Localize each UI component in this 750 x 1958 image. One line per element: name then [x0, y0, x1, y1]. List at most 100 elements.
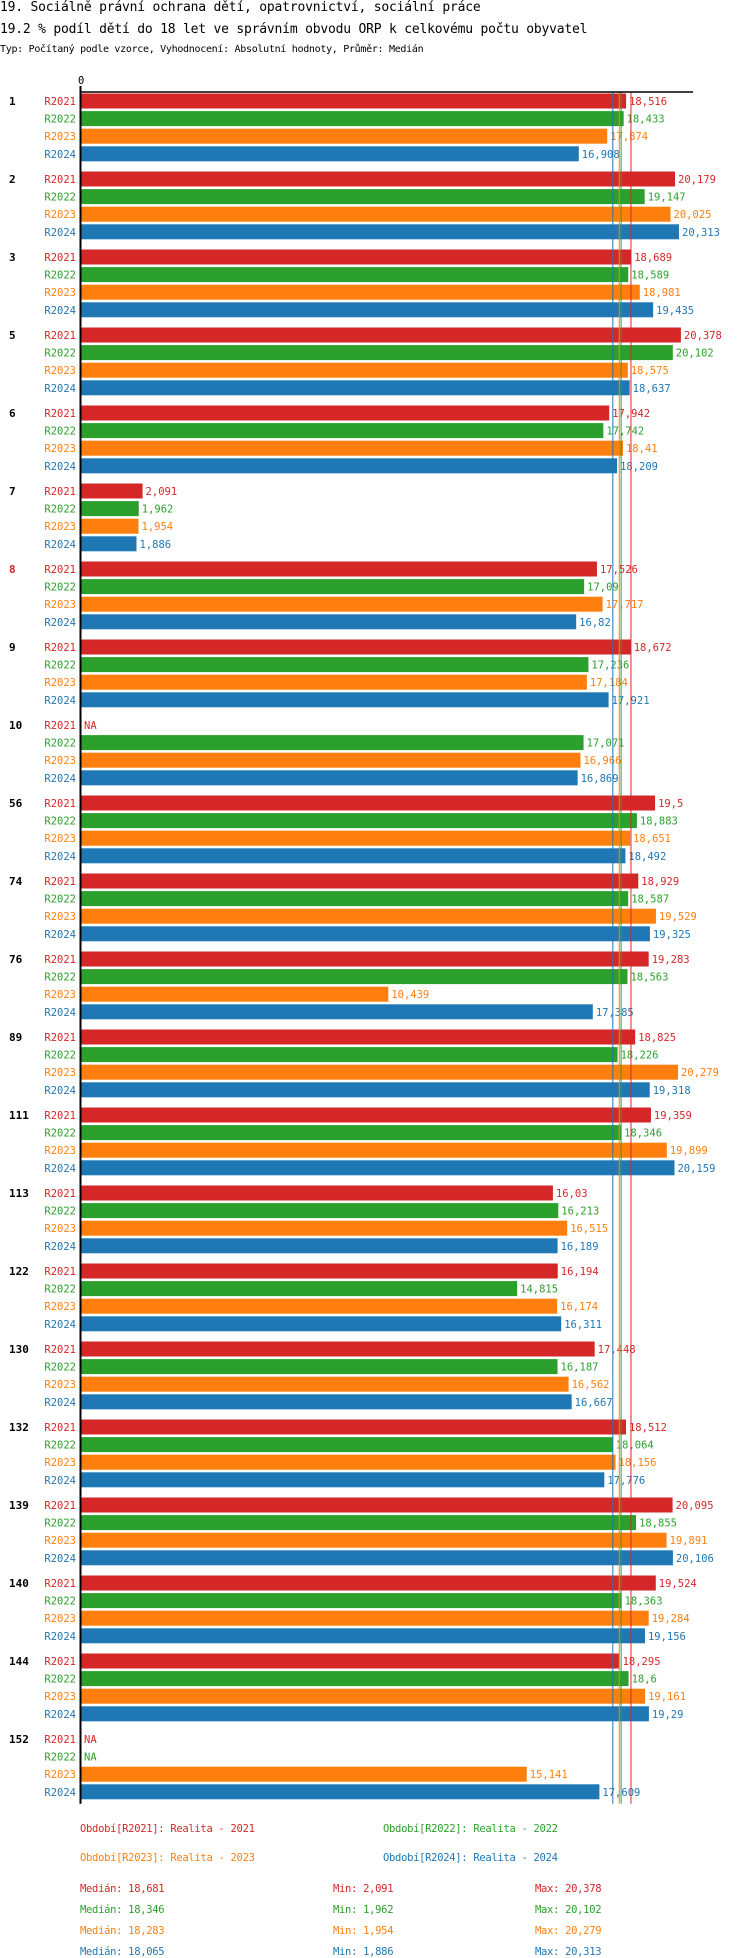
bar: [81, 1784, 600, 1800]
value-label: 18,363: [625, 1596, 663, 1608]
max-stat: Max: 20,279: [535, 1925, 602, 1937]
series-label: R2022: [44, 1050, 76, 1062]
series-label: R2024: [44, 1007, 76, 1019]
value-label: 18,575: [631, 365, 669, 377]
series-label: R2024: [44, 383, 76, 395]
series-label: R2023: [44, 1613, 76, 1625]
value-label: 18,855: [639, 1518, 677, 1530]
series-label: R2022: [44, 1284, 76, 1296]
value-label: 10,439: [391, 989, 429, 1001]
bar: [81, 249, 632, 265]
series-label: R2021: [44, 1266, 76, 1278]
value-label: 19,283: [652, 954, 690, 966]
value-label: 18,651: [633, 833, 671, 845]
value-label: 18,929: [641, 876, 679, 888]
value-label: 1,954: [142, 521, 174, 533]
bar: [81, 1316, 562, 1332]
bar: [81, 1454, 616, 1470]
min-stat: Min: 1,962: [333, 1904, 394, 1916]
bar: [81, 302, 654, 318]
bar: [81, 848, 626, 864]
value-label: 15,141: [530, 1769, 568, 1781]
bar: [81, 1653, 620, 1669]
group-label: 8: [9, 563, 16, 576]
bar: [81, 458, 618, 474]
value-label: 18,637: [633, 383, 671, 395]
na-label: NA: [84, 1752, 97, 1764]
bar: [81, 873, 639, 889]
value-label: 18,492: [628, 851, 666, 863]
series-label: R2021: [44, 1422, 76, 1434]
bar: [81, 1628, 645, 1644]
bar: [81, 986, 389, 1002]
group-label: 2: [9, 173, 16, 186]
series-label: R2022: [44, 1362, 76, 1374]
bar: [81, 518, 139, 534]
series-label: R2021: [44, 252, 76, 264]
value-label: 16,194: [561, 1266, 599, 1278]
value-label: 17,742: [606, 426, 644, 438]
bar: [81, 1047, 618, 1063]
bar: [81, 405, 610, 421]
series-label: R2023: [44, 1691, 76, 1703]
value-label: 17,717: [606, 599, 644, 611]
bar: [81, 657, 589, 673]
bar: [81, 1671, 629, 1687]
series-label: R2023: [44, 521, 76, 533]
value-label: 14,815: [520, 1284, 558, 1296]
value-label: 16,908: [582, 149, 620, 161]
series-label: R2022: [44, 972, 76, 984]
value-label: 18,156: [619, 1457, 657, 1469]
group-label: 139: [9, 1499, 29, 1512]
min-stat: Min: 2,091: [333, 1883, 394, 1895]
group-label: 152: [9, 1733, 29, 1746]
value-label: 19,147: [648, 192, 686, 204]
value-label: 17,385: [596, 1007, 634, 1019]
bar: [81, 483, 143, 499]
bar: [81, 146, 579, 162]
value-label: 2,091: [146, 486, 178, 498]
value-label: 1,962: [142, 504, 174, 516]
bar: [81, 423, 604, 439]
series-label: R2022: [44, 348, 76, 360]
series-label: R2022: [44, 270, 76, 282]
value-label: 19,891: [670, 1535, 708, 1547]
series-label: R2021: [44, 798, 76, 810]
series-label: R2024: [44, 1163, 76, 1175]
series-label: R2023: [44, 1223, 76, 1235]
group-label: 113: [9, 1187, 29, 1200]
series-label: R2021: [44, 174, 76, 186]
series-label: R2021: [44, 1188, 76, 1200]
series-label: R2023: [44, 677, 76, 689]
bar: [81, 795, 656, 811]
series-label: R2021: [44, 1032, 76, 1044]
value-label: 20,095: [676, 1500, 714, 1512]
bar: [81, 908, 656, 924]
median-stat: Medián: 18,283: [80, 1925, 165, 1937]
median-stat: Medián: 18,065: [80, 1946, 165, 1958]
bar: [81, 1706, 649, 1722]
series-label: R2024: [44, 539, 76, 551]
bar: [81, 1359, 558, 1375]
bar: [81, 1029, 636, 1045]
series-label: R2023: [44, 1067, 76, 1079]
bar: [81, 674, 587, 690]
series-label: R2021: [44, 1578, 76, 1590]
bar: [81, 1688, 646, 1704]
series-label: R2024: [44, 1241, 76, 1253]
median-stat: Medián: 18,681: [80, 1883, 165, 1895]
value-label: 20,279: [681, 1067, 719, 1079]
group-label: 10: [9, 719, 22, 732]
value-label: 18,346: [624, 1128, 662, 1140]
series-label: R2022: [44, 1674, 76, 1686]
series-label: R2022: [44, 816, 76, 828]
series-label: R2024: [44, 851, 76, 863]
bar: [81, 1082, 650, 1098]
min-stat: Min: 1,954: [333, 1925, 394, 1937]
value-label: 16,82: [579, 617, 611, 629]
series-label: R2024: [44, 617, 76, 629]
value-label: 19,161: [648, 1691, 686, 1703]
series-label: R2021: [44, 96, 76, 108]
value-label: 16,03: [556, 1188, 588, 1200]
